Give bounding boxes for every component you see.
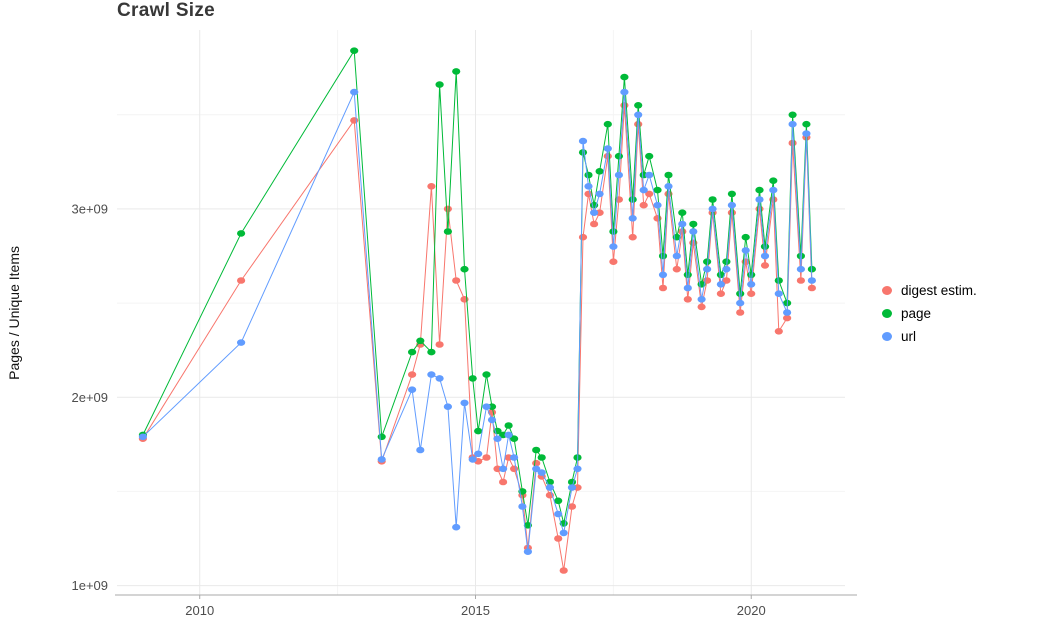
legend-label-page: page: [901, 306, 932, 321]
legend-swatch-digest-estim: [882, 286, 892, 295]
plot-area: 1e+09 2e+09 3e+09 2010 2015 2020: [71, 30, 857, 618]
x-tick-label: 2015: [461, 603, 490, 618]
x-tick-label: 2010: [185, 603, 214, 618]
legend-swatch-url: [882, 332, 892, 341]
legend-item-page: page: [882, 306, 977, 321]
y-tick-label: 1e+09: [71, 578, 108, 593]
axes: 1e+09 2e+09 3e+09 2010 2015 2020: [71, 201, 857, 618]
series-line-url: [142, 91, 813, 552]
legend-label-url: url: [901, 329, 917, 344]
x-tick-label: 2020: [737, 603, 766, 618]
series-url: [138, 88, 817, 555]
legend-label-digest-estim: digest estim.: [901, 283, 977, 298]
legend-item-url: url: [882, 329, 977, 344]
chart-title: Crawl Size: [117, 0, 216, 21]
y-tick-label: 2e+09: [71, 390, 108, 405]
series-page: [138, 47, 817, 529]
series-digest-estim: [138, 102, 817, 574]
legend-item-digest-estim: digest estim.: [882, 283, 977, 298]
legend: digest estim. page url: [882, 283, 977, 344]
legend-swatch-page: [882, 309, 892, 318]
gridlines: [117, 30, 845, 595]
y-tick-label: 3e+09: [71, 201, 108, 216]
